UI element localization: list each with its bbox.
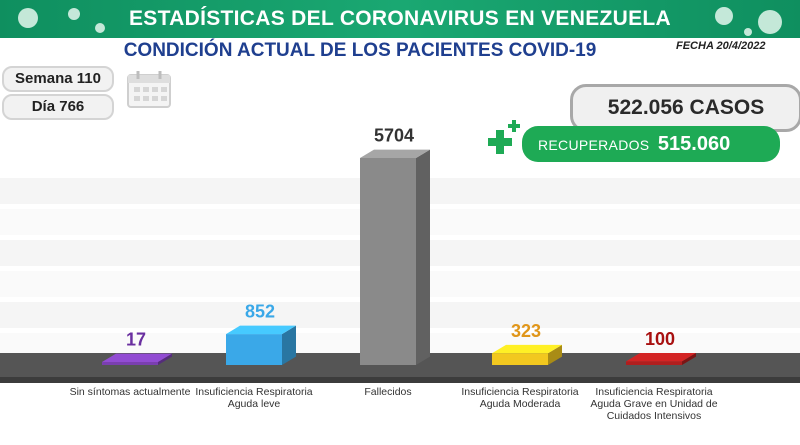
virus-icon bbox=[18, 7, 782, 36]
bar-top bbox=[102, 353, 172, 362]
bar-3 bbox=[360, 149, 430, 365]
date-label: FECHA 20/4/2022 bbox=[676, 40, 766, 52]
day-badge: Día 766 bbox=[2, 94, 114, 120]
value-label-3: 5704 bbox=[374, 126, 414, 146]
value-label-5: 100 bbox=[645, 329, 675, 349]
header-banner bbox=[0, 0, 800, 38]
calendar-icon bbox=[127, 71, 171, 108]
category-label-1: Sin síntomas actualmente bbox=[69, 386, 191, 398]
bar-1 bbox=[102, 353, 172, 365]
value-label-1: 17 bbox=[126, 330, 146, 350]
bar-2 bbox=[226, 325, 296, 365]
bar-4 bbox=[492, 344, 562, 365]
bar-side bbox=[548, 344, 562, 365]
bar-side bbox=[682, 352, 696, 365]
bar-top bbox=[360, 149, 430, 158]
bar-side bbox=[282, 325, 296, 365]
recovered-label: RECUPERADOS bbox=[538, 137, 650, 153]
chart-floor-edge bbox=[0, 377, 800, 383]
value-label-4: 323 bbox=[511, 321, 541, 341]
bar-side bbox=[416, 149, 430, 365]
bar-top bbox=[226, 325, 296, 335]
chart-bars bbox=[102, 149, 696, 365]
total-cases-badge: 522.056 CASOS bbox=[570, 84, 800, 132]
bar-front bbox=[226, 334, 282, 365]
value-label-2: 852 bbox=[245, 302, 275, 322]
plus-icon bbox=[488, 120, 520, 154]
page-subtitle: CONDICIÓN ACTUAL DE LOS PACIENTES COVID-… bbox=[123, 40, 597, 61]
chart-value-labels: 17 852 5704 323 100 bbox=[126, 126, 675, 350]
recovered-badge: RECUPERADOS 515.060 bbox=[522, 126, 780, 162]
bar-front bbox=[626, 361, 682, 365]
category-label-2: Insuficiencia Respiratoria Aguda leve bbox=[195, 386, 313, 410]
bar-front bbox=[492, 353, 548, 365]
category-label-5: Insuficiencia Respiratoria Aguda Grave e… bbox=[590, 386, 718, 422]
category-label-4: Insuficiencia Respiratoria Aguda Moderad… bbox=[461, 386, 579, 410]
bar-front bbox=[102, 362, 158, 365]
bar-5 bbox=[626, 352, 696, 365]
week-badge: Semana 110 bbox=[2, 66, 114, 92]
category-label-3: Fallecidos bbox=[364, 386, 412, 398]
bar-front bbox=[360, 158, 416, 365]
recovered-value: 515.060 bbox=[657, 133, 731, 155]
page-title: ESTADÍSTICAS DEL CORONAVIRUS EN VENEZUEL… bbox=[128, 7, 672, 30]
bar-top bbox=[626, 352, 696, 362]
bar-side bbox=[158, 353, 172, 365]
bar-top bbox=[492, 344, 562, 354]
